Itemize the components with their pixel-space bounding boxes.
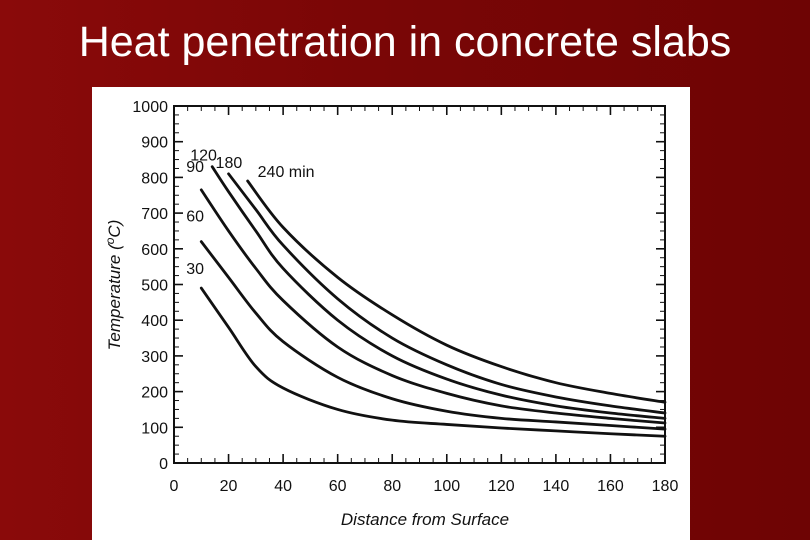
x-tick-label: 180 — [652, 478, 679, 495]
curve-label-180: 180 — [216, 155, 243, 172]
y-tick-label: 0 — [159, 456, 168, 473]
curve-30-min — [199, 286, 667, 438]
y-tick-label: 300 — [141, 349, 168, 366]
slide-title: Heat penetration in concrete slabs — [78, 18, 732, 66]
y-tick-label: 900 — [141, 135, 168, 152]
x-tick-label: 120 — [488, 478, 515, 495]
y-tick-label: 500 — [141, 278, 168, 295]
x-tick-label: 80 — [383, 478, 401, 495]
x-tick-label: 40 — [274, 478, 292, 495]
curve-240-min — [246, 179, 667, 404]
curve-label-120: 120 — [190, 148, 217, 165]
y-tick-label: 200 — [141, 385, 168, 402]
y-tick-label: 800 — [141, 170, 168, 187]
x-tick-label: 100 — [433, 478, 460, 495]
y-tick-label: 700 — [141, 206, 168, 223]
chart-panel: 0 100 200 300 400 500 600 700 800 900 1000 0 20 40 60 8… — [92, 87, 690, 540]
axes: 0 100 200 300 400 500 600 700 800 900 1000 0 20 40 60 8… — [132, 99, 678, 495]
y-tick-label: 600 — [141, 242, 168, 259]
y-tick-label: 400 — [141, 313, 168, 330]
x-axis-title: Distance from Surface — [341, 510, 509, 529]
temperature-distance-chart: 0 100 200 300 400 500 600 700 800 900 1000 0 20 40 60 8… — [103, 99, 678, 529]
curve-120-min — [210, 165, 667, 420]
curve-label-240: 240 min — [258, 164, 315, 181]
x-tick-label: 140 — [543, 478, 570, 495]
curve-label-90: 90 — [186, 159, 204, 176]
x-tick-label: 160 — [597, 478, 624, 495]
curves — [199, 165, 667, 438]
curve-label-60: 60 — [186, 209, 204, 226]
curve-60-min — [199, 240, 667, 431]
x-tick-label: 60 — [329, 478, 347, 495]
curve-180-min — [227, 172, 667, 415]
curve-label-30: 30 — [186, 261, 204, 278]
y-tick-label: 1000 — [132, 99, 168, 116]
y-tick-label: 100 — [141, 420, 168, 437]
curve-90-min — [199, 188, 667, 425]
y-axis-title: Temperature (oC) — [103, 220, 124, 351]
x-tick-label: 0 — [170, 478, 179, 495]
x-tick-label: 20 — [220, 478, 238, 495]
